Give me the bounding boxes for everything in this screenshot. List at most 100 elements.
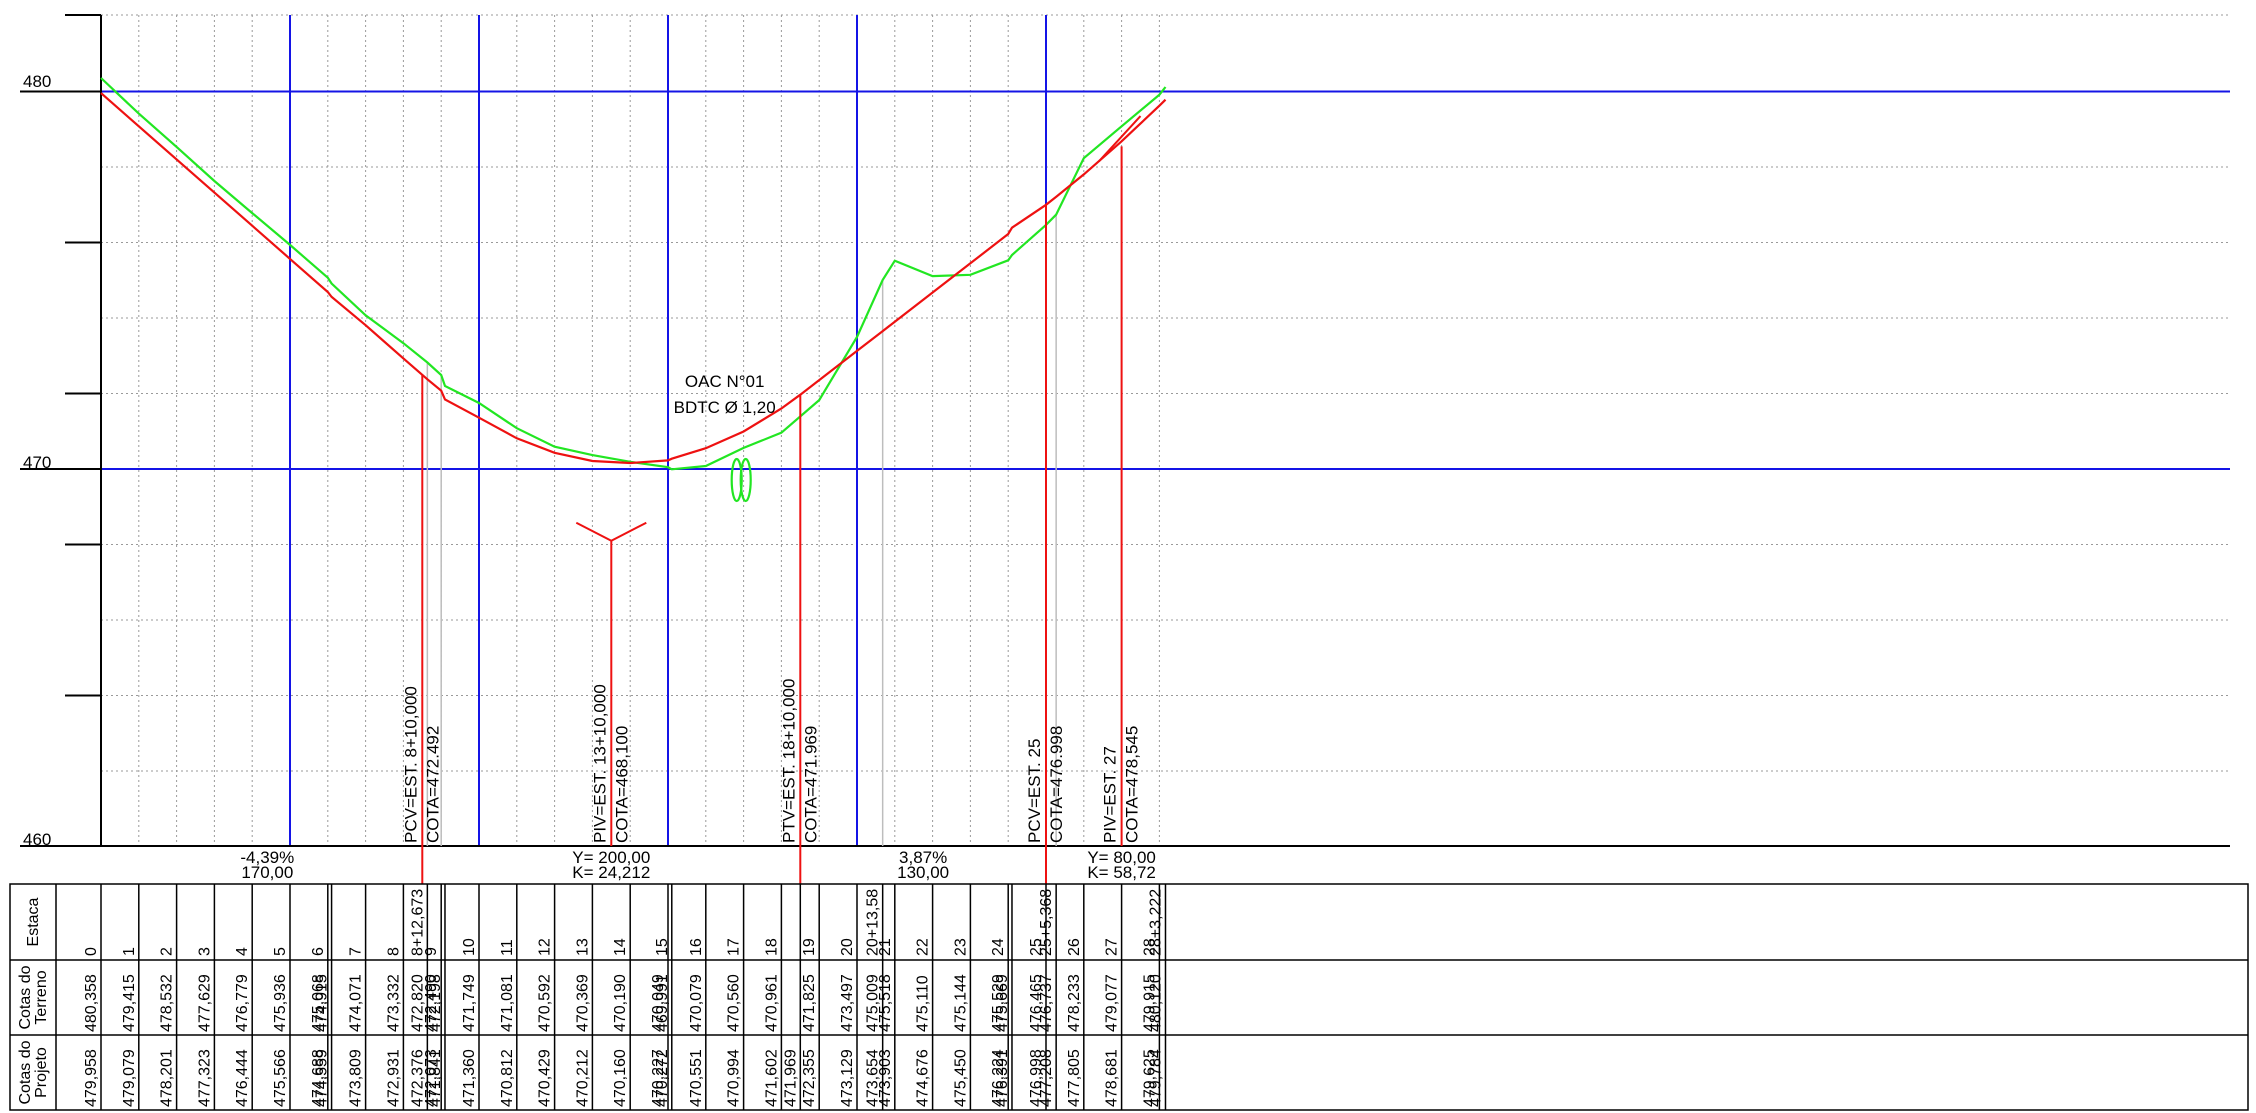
station-projeto-value: 470,227 xyxy=(650,1049,667,1107)
station-projeto-value: 471,969 xyxy=(782,1049,799,1107)
station-projeto-value: 479,079 xyxy=(121,1049,138,1107)
station-estaca-value: 26 xyxy=(1066,938,1083,956)
table-row: 8+12,673 472,820 472,376 xyxy=(409,884,429,1110)
station-projeto-value: 474,688 xyxy=(310,1049,327,1107)
station-terreno-value: 472,820 xyxy=(409,974,426,1032)
table-row: 14 470,190 470,160 xyxy=(612,884,631,1110)
piv-tangent-mark xyxy=(1098,115,1142,163)
station-estaca-value: 11 xyxy=(499,939,516,956)
vertical-curve-points: PCV=EST. 8+10,000 COTA=472.492 PIV=EST. 13… xyxy=(401,115,1142,884)
table-header-cotas-terreno: Cotas do xyxy=(17,965,34,1029)
station-estaca-value: 3 xyxy=(196,947,213,956)
table-row: 5 475,936 475,566 xyxy=(272,884,291,1110)
station-terreno-value: 476,465 xyxy=(1028,974,1045,1032)
table-row: 13 470,369 470,212 xyxy=(574,884,594,1110)
elevation-axis-labels: 480 470 460 xyxy=(23,72,51,849)
station-estaca-value: 19 xyxy=(801,938,818,956)
station-estaca-value: 21 xyxy=(877,938,894,956)
station-terreno-value: 470,190 xyxy=(612,974,629,1032)
station-estaca-value: 17 xyxy=(726,938,743,956)
table-header-cotas-terreno: Terreno xyxy=(33,970,50,1024)
table-row: 26 478,233 477,805 xyxy=(1066,884,1085,1110)
table-row: 10 471,749 471,360 xyxy=(461,884,480,1110)
station-projeto-value: 470,429 xyxy=(537,1049,554,1107)
station-terreno-value: 476,779 xyxy=(234,974,251,1032)
table-row: 472,198 471,841 xyxy=(427,884,446,1110)
table-row: 18 470,961 471,602 xyxy=(763,884,783,1110)
project-grade-line xyxy=(100,92,1167,465)
station-terreno-value: 477,629 xyxy=(196,974,213,1032)
culvert-label-line-1: OAC N°01 xyxy=(685,372,765,391)
station-terreno-value: 472,490 xyxy=(423,974,440,1032)
station-projeto-value: 470,994 xyxy=(726,1049,743,1107)
vertical-point-label: COTA=468,100 xyxy=(612,726,631,843)
station-estaca-value: 14 xyxy=(612,938,629,956)
culvert-label-line-2: BDTC Ø 1,20 xyxy=(674,398,776,417)
elevation-label-470: 470 xyxy=(23,453,51,472)
segment-label-grade-2: 3,87% xyxy=(899,848,947,867)
station-projeto-value: 470,272 xyxy=(654,1049,671,1107)
vertical-point-label: PCV=EST. 25 xyxy=(1025,739,1044,843)
table-row: 6 475,068 474,688 xyxy=(310,884,329,1110)
station-terreno-value: 470,049 xyxy=(650,974,667,1032)
station-estaca-value: 10 xyxy=(461,938,478,956)
table-row: 9 472,490 472,073 xyxy=(423,884,442,1110)
station-estaca-value: 13 xyxy=(574,938,591,956)
station-projeto-value: 479,958 xyxy=(83,1049,100,1107)
station-projeto-value: 476,998 xyxy=(1028,1049,1045,1107)
table-row: 20+13,58 475,009 473,654 xyxy=(865,884,884,1110)
station-terreno-value: 470,369 xyxy=(574,974,591,1032)
station-estaca-value: 1 xyxy=(121,947,138,956)
station-projeto-value: 472,376 xyxy=(409,1049,426,1107)
table-row: 8 473,332 472,931 xyxy=(385,884,405,1110)
segment-label-grade-1: 170,00 xyxy=(241,863,293,882)
station-drop-lines xyxy=(426,214,1057,846)
segment-label-grade-1: -4,39% xyxy=(240,848,294,867)
station-estaca-value: 28 xyxy=(1141,938,1158,956)
profile-frame xyxy=(20,14,2230,847)
table-header-cotas-projeto: Projeto xyxy=(33,1047,50,1098)
station-terreno-value: 475,009 xyxy=(865,974,882,1032)
station-projeto-value: 473,903 xyxy=(877,1049,894,1107)
table-row: 28+3,222 480,120 479,784 xyxy=(1147,884,1167,1110)
station-projeto-value: 473,654 xyxy=(865,1049,882,1107)
vertical-point-pcv-2: PCV=EST. 25 COTA=476.998 xyxy=(1025,204,1066,884)
table-row: 12 470,592 470,429 xyxy=(537,884,556,1110)
table-row: 28 479,915 479,625 xyxy=(1141,884,1161,1110)
station-projeto-value: 473,129 xyxy=(839,1049,856,1107)
station-terreno-value: 469,991 xyxy=(654,974,671,1032)
station-estaca-value: 9 xyxy=(423,947,440,956)
station-estaca-value: 0 xyxy=(83,947,100,956)
station-terreno-value: 479,077 xyxy=(1104,974,1121,1032)
station-projeto-value: 478,201 xyxy=(159,1049,176,1107)
station-estaca-value: 15 xyxy=(654,938,671,956)
vertical-point-label: PCV=EST. 8+10,000 xyxy=(401,686,420,843)
major-grid xyxy=(100,15,2230,846)
vertical-point-pcv-1: PCV=EST. 8+10,000 COTA=472.492 xyxy=(401,374,442,884)
table-border xyxy=(9,883,2249,1111)
station-terreno-value: 475,529 xyxy=(990,974,1007,1032)
station-estaca-value: 22 xyxy=(915,938,932,956)
vertical-point-piv-1: PIV=EST. 13+10,000 COTA=468,100 xyxy=(575,521,647,846)
table-row: 15 469,991 470,272 xyxy=(654,884,673,1110)
station-terreno-value: 472,198 xyxy=(427,974,444,1032)
station-terreno-value: 479,915 xyxy=(1141,974,1158,1032)
station-terreno-value: 470,592 xyxy=(537,974,554,1032)
table-row: 3 477,629 477,323 xyxy=(196,884,216,1110)
vertical-point-label: PIV=EST. 27 xyxy=(1101,746,1120,843)
segment-label-curve-2: Y= 80,00 xyxy=(1087,848,1156,867)
station-terreno-value: 470,961 xyxy=(763,974,780,1032)
vertical-point-label: COTA=478,545 xyxy=(1123,726,1142,843)
table-header-cotas-projeto: Cotas do xyxy=(17,1040,34,1104)
table-row: 470,049 470,227 xyxy=(650,884,669,1110)
station-estaca-value: 8 xyxy=(385,947,402,956)
station-estaca-value: 4 xyxy=(234,947,251,956)
table-header-estaca: Estaca xyxy=(25,897,42,946)
station-terreno-value: 473,497 xyxy=(839,974,856,1032)
table-row: 27 479,077 478,681 xyxy=(1104,884,1123,1110)
station-projeto-value: 470,551 xyxy=(688,1049,705,1107)
station-projeto-value: 476,444 xyxy=(234,1049,251,1107)
station-terreno-value: 478,233 xyxy=(1066,974,1083,1032)
station-terreno-value: 474,071 xyxy=(348,974,365,1032)
